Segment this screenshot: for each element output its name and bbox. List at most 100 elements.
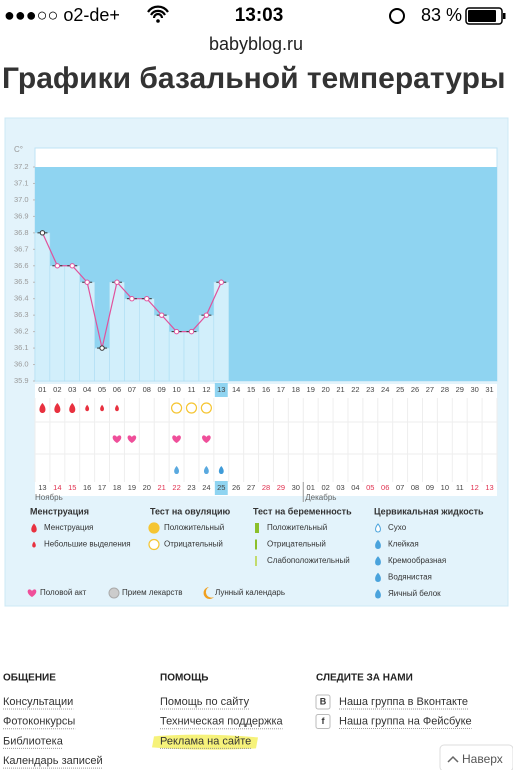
footer-link[interactable]: Календарь записей [3,755,103,767]
date-label: 17 [98,483,106,492]
temperature-bar [79,281,95,382]
temperature-bar [109,281,125,382]
footer-link[interactable]: Реклама на сайте [160,735,251,747]
back-to-top-label[interactable]: Наверх [462,752,503,766]
date-label: 13 [485,483,493,492]
date-label: 15 [68,483,76,492]
legend-item: Менструация [44,523,93,532]
today-highlight [214,383,228,397]
date-label: 23 [187,483,195,492]
url[interactable]: babyblog.ru [209,34,303,54]
day-label: 21 [336,385,344,394]
date-label: 25 [217,483,225,492]
heart-icon [172,435,181,443]
legend-icon [375,556,381,566]
day-label: 19 [307,385,315,394]
legend-item: Отрицательный [164,540,223,549]
fluid-icon [203,466,209,474]
footer-link[interactable]: Фотоконкурсы [3,716,75,728]
y-tick-label: 36.0 [14,360,29,369]
legend-item: Сухо [388,523,407,532]
legend-item: Половой акт [40,588,87,597]
footer-link[interactable]: Техническая поддержка [160,716,284,728]
date-label: 12 [470,483,478,492]
legend-item: Слабоположительный [267,556,350,565]
date-label: 03 [336,483,344,492]
legend-icon [375,589,381,599]
ovulation-icon [185,402,198,414]
temperature-bar [213,281,229,382]
legend-icon [31,523,37,533]
day-label: 09 [158,385,166,394]
date-label: 28 [262,483,270,492]
menstruation-icon [85,404,90,412]
date-label: 08 [411,483,419,492]
footer-link[interactable]: Помощь по сайту [160,696,250,708]
temperature-point [203,312,210,318]
social-icon-label: f [322,716,326,726]
day-label: 28 [441,385,449,394]
footer-link[interactable]: Наша группа на Фейсбуке [339,715,472,727]
date-label: 18 [113,483,121,492]
footer-heading: ПОМОЩЬ [160,673,208,684]
menstruation-icon [54,403,61,413]
legend-item: Водянистая [388,573,432,582]
legend-icon [108,587,120,599]
legend-icon [375,539,381,550]
y-tick-label: 37.1 [14,178,29,187]
footer-link[interactable]: Библиотека [3,735,64,747]
day-label: 16 [262,385,270,394]
y-axis-label: C° [14,145,23,154]
day-label: 01 [38,385,46,394]
date-label: 24 [202,483,210,492]
heart-icon [27,589,37,597]
day-label: 04 [83,385,91,394]
date-label: 10 [441,483,449,492]
day-label: 27 [426,385,434,394]
legend-title: Тест на овуляцию [150,506,231,516]
day-label: 26 [411,385,419,394]
social-icon-label: В [320,696,327,706]
legend-icon [375,523,381,533]
today-highlight [214,481,228,495]
back-to-top[interactable] [439,744,513,770]
date-label: 09 [426,483,434,492]
day-label: 22 [351,385,359,394]
temperature-bar [139,298,155,382]
y-tick-label: 36.8 [14,228,29,237]
temperature-bar [153,314,170,382]
footer-link[interactable]: Консультации [3,696,73,708]
carrier: ●●●○○ o2-de+ [4,5,120,25]
y-tick-label: 36.7 [14,244,29,253]
date-label: 13 [38,483,46,492]
day-label: 08 [143,385,151,394]
date-label: 30 [292,483,300,492]
y-tick-label: 37.2 [14,162,29,171]
temperature-point [39,230,46,236]
legend-icon [255,523,259,533]
date-label: 06 [381,483,389,492]
legend-item: Кремообразная [388,556,446,565]
heart-icon [112,435,122,443]
day-label: 25 [396,385,404,394]
battery-tip [503,13,506,19]
temperature-point [144,295,150,302]
day-label: 03 [68,385,76,394]
temperature-point [114,279,120,285]
footer-link[interactable]: Наша группа в Вконтакте [339,696,468,708]
y-tick-label: 36.4 [14,294,29,303]
day-label: 31 [485,385,493,394]
temperature-point [173,328,180,335]
date-label: 01 [307,483,315,492]
temperature-point [188,328,195,335]
day-label: 24 [381,385,389,394]
calendar-area [35,384,497,496]
date-label: 07 [396,483,404,492]
y-tick-label: 36.9 [14,211,29,220]
temperature-bar [124,298,140,382]
date-label: 16 [83,483,91,492]
temperature-point [84,279,90,285]
legend-icon [255,556,257,566]
day-label: 02 [53,385,61,394]
